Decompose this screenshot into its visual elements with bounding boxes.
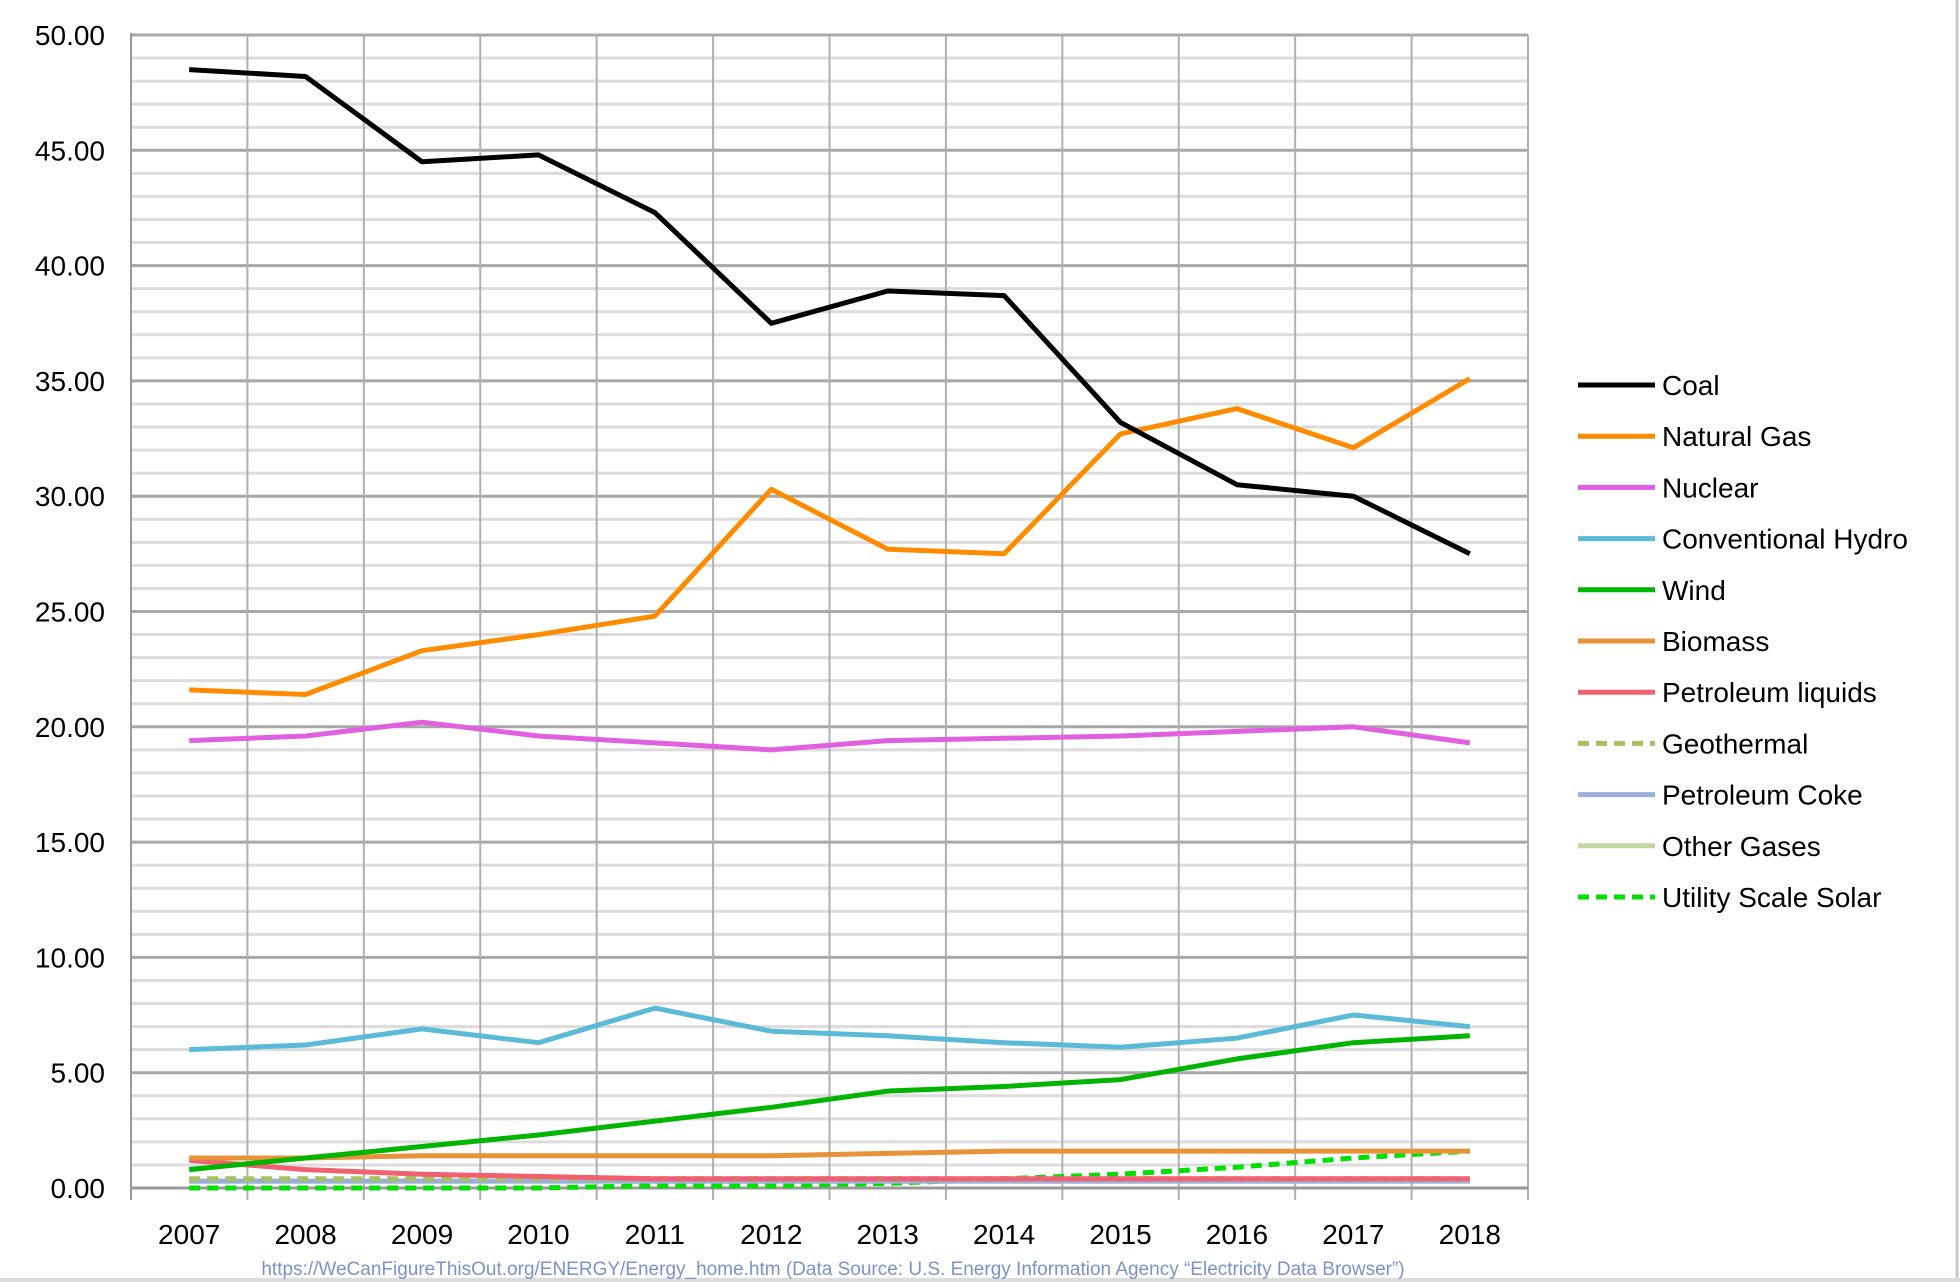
y-tick-label: 10.00 <box>35 942 105 973</box>
y-tick-label: 20.00 <box>35 712 105 743</box>
x-axis-ticks: 2007 2008 2009 2010 2011 2012 2013 2014 2015 2016… <box>158 1219 1501 1250</box>
legend-label: Biomass <box>1662 626 1769 657</box>
series-line-conventional-hydro <box>189 1005 1471 1053</box>
legend-label: Petroleum liquids <box>1662 677 1877 708</box>
y-tick-label: 5.00 <box>51 1058 106 1089</box>
series-line-coal <box>189 67 1471 557</box>
x-tick-label: 2013 <box>857 1219 919 1250</box>
legend-label: Other Gases <box>1662 831 1821 862</box>
legend-label: Utility Scale Solar <box>1662 882 1881 913</box>
x-tick-label: 2012 <box>740 1219 802 1250</box>
x-tick-label: 2016 <box>1206 1219 1268 1250</box>
y-tick-label: 40.00 <box>35 251 105 282</box>
series-line-wind <box>188 1033 1470 1173</box>
x-tick-label: 2015 <box>1089 1219 1151 1250</box>
legend-label: Geothermal <box>1662 728 1808 759</box>
legend-label: Conventional Hydro <box>1662 524 1908 555</box>
y-tick-label: 15.00 <box>35 827 105 858</box>
x-tick-label: 2011 <box>625 1219 685 1250</box>
series-line-petroleum-liquids <box>189 1157 1470 1182</box>
y-tick-label: 0.00 <box>51 1173 106 1204</box>
x-tick-label: 2017 <box>1322 1219 1384 1250</box>
legend: Coal Natural Gas Nuclear Conventional Hydro… <box>1578 370 1908 913</box>
x-tick-label: 2007 <box>158 1219 220 1250</box>
y-tick-label: 50.00 <box>35 20 105 51</box>
y-tick-label: 45.00 <box>35 135 105 166</box>
series-line-biomass <box>189 1148 1470 1161</box>
y-axis-ticks: 0.00 5.00 10.00 15.00 20.00 25.00 30.00 35.00 40… <box>35 20 105 1204</box>
legend-label: Natural Gas <box>1662 421 1811 452</box>
bottom-border <box>0 1278 1960 1282</box>
x-tick-label: 2008 <box>274 1219 336 1250</box>
y-tick-label: 25.00 <box>35 597 105 628</box>
series-line-utility-scale-solar <box>189 1148 1470 1191</box>
y-tick-label: 35.00 <box>35 366 105 397</box>
x-tick-label: 2014 <box>973 1219 1035 1250</box>
source-note: https://WeCanFigureThisOut.org/ENERGY/En… <box>261 1259 1404 1280</box>
legend-label: Petroleum Coke <box>1662 780 1863 811</box>
legend-label: Nuclear <box>1662 472 1758 503</box>
x-tick-label: 2018 <box>1439 1219 1501 1250</box>
legend-label: Wind <box>1662 575 1726 606</box>
y-tick-label: 30.00 <box>35 481 105 512</box>
legend-label: Coal <box>1662 370 1720 401</box>
series-line-nuclear <box>189 719 1471 753</box>
series-line-natural-gas <box>189 376 1472 697</box>
series-lines <box>188 67 1472 1191</box>
x-tick-label: 2010 <box>507 1219 569 1250</box>
x-tick-label: 2009 <box>391 1219 453 1250</box>
